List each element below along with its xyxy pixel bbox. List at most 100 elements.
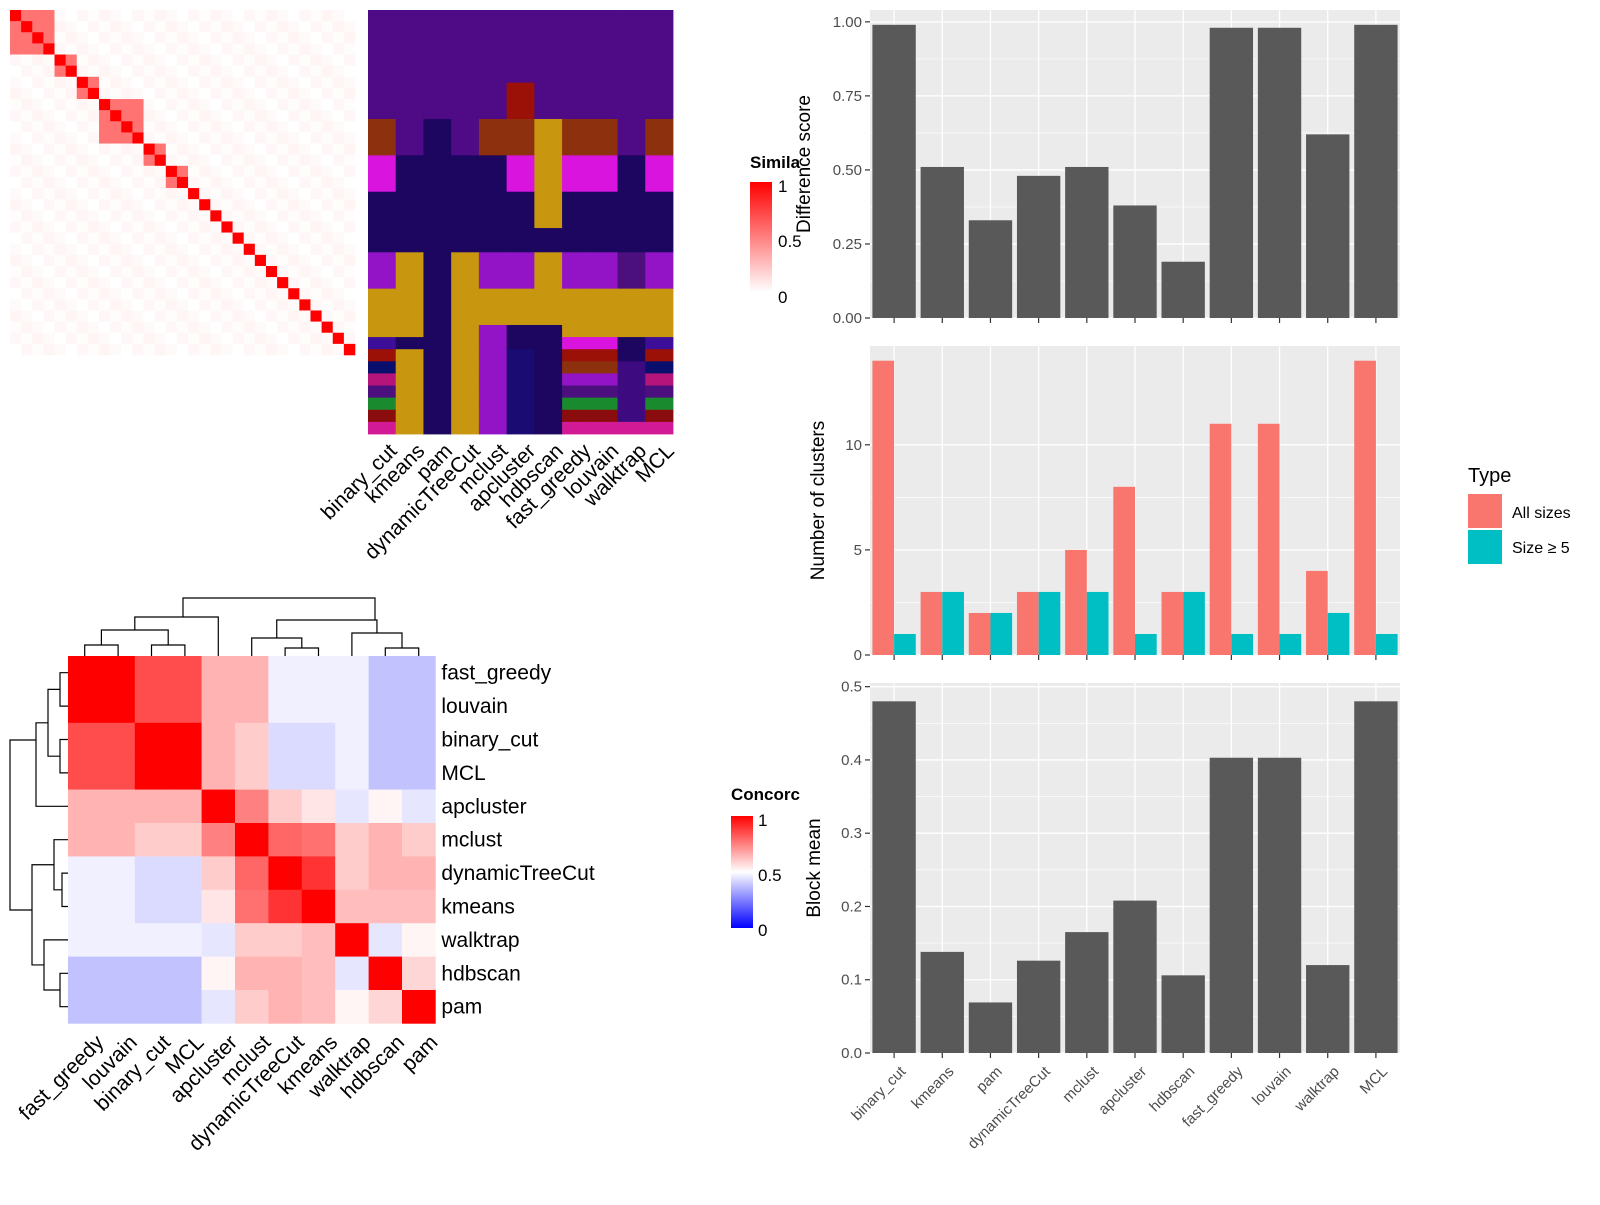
similarity-cell [76,210,89,222]
similarity-cell [76,32,89,44]
y-tick-label: 0.00 [833,310,862,327]
similarity-cell [32,332,44,345]
similarity-cell [321,99,334,111]
assignment-cell [478,252,508,290]
concordance-cell [335,889,369,924]
similarity-cell [110,87,122,100]
similarity-cell [121,32,133,44]
similarity-cell [10,132,22,144]
similarity-cell [21,132,33,144]
row-dendrogram-branch [43,939,68,991]
similarity-cell [343,310,356,322]
similarity-cell [165,221,178,233]
similarity-cell [121,221,133,233]
similarity-cell [10,87,22,100]
assignment-cell [562,373,591,386]
similarity-cell [310,199,322,211]
similarity-cell [176,54,189,66]
similarity-cell [265,188,278,200]
similarity-cell [65,54,78,66]
similarity-cell [54,132,66,144]
similarity-cell [165,265,178,278]
similarity-cell [132,143,144,155]
assignment-cell [478,385,508,399]
similarity-cell [65,310,78,322]
similarity-cell [165,43,178,55]
assignment-cell [534,324,563,338]
similarity-cell [121,243,133,256]
similarity-cell [65,288,78,300]
similarity-cell [154,10,167,22]
similarity-cell [99,21,111,33]
similarity-cell [121,176,133,189]
y-tick-label: 0 [854,647,862,664]
similarity-cell [288,277,300,289]
similarity-cell [288,76,300,89]
similarity-cell [254,132,267,144]
similarity-cell [154,76,167,89]
similarity-cell [310,54,322,66]
similarity-cell [99,43,111,55]
similarity-cell [76,99,89,111]
concordance-cell [68,789,102,824]
similarity-cell [199,243,211,256]
similarity-cell [310,87,322,100]
similarity-cell [210,188,222,200]
x-tick-label: louvain [1249,1063,1295,1109]
similarity-cell [87,243,100,256]
similarity-cell [154,277,167,289]
similarity-cell [210,87,222,100]
similarity-cell [221,99,233,111]
similarity-cell [99,243,111,256]
similarity-cell [10,10,22,22]
concordance-cell [268,656,303,690]
similarity-cell [321,121,334,133]
similarity-cell [165,199,178,211]
difference-score-bar [1354,24,1398,319]
similarity-cell [165,32,178,44]
concordance-cell [268,923,303,957]
similarity-cell [99,65,111,78]
similarity-cell [265,10,278,22]
similarity-cell [288,121,300,133]
assignment-cell [589,324,618,338]
similarity-cell [299,65,311,78]
similarity-cell [265,321,278,334]
similarity-cell [176,332,189,345]
assignment-cell [617,82,646,120]
assignment-cell [451,361,480,374]
similarity-cell [254,32,267,44]
similarity-cell [310,110,322,122]
similarity-cell [110,110,122,122]
similarity-cell [199,121,211,133]
similarity-cell [132,154,144,167]
similarity-cell [21,277,33,289]
similarity-cell [10,121,22,133]
similarity-cell [32,188,44,200]
similarity-cell [210,143,222,155]
size-ge5-bar [1327,612,1350,655]
assignment-cell [395,409,424,423]
similarity-cell [154,310,167,322]
similarity-cell [254,188,267,200]
similarity-cell [121,121,133,133]
similarity-cell [121,165,133,178]
assignment-cell [645,337,674,350]
similarity-cell [288,65,300,78]
assignment-cell [506,337,535,350]
y-tick-label: 10 [845,437,862,454]
similarity-cell [243,21,256,33]
similarity-cell [310,154,322,167]
similarity-cell [277,277,289,289]
similarity-cell [176,265,189,278]
similarity-cell [277,110,289,122]
similarity-cell [10,21,22,33]
similarity-cell [199,332,211,345]
similarity-cell [243,210,256,222]
similarity-cell [110,332,122,345]
similarity-cell [343,165,356,178]
similarity-cell [188,176,200,189]
concordance-cell [235,889,269,924]
similarity-cell [21,265,33,278]
similarity-cell [343,10,356,22]
